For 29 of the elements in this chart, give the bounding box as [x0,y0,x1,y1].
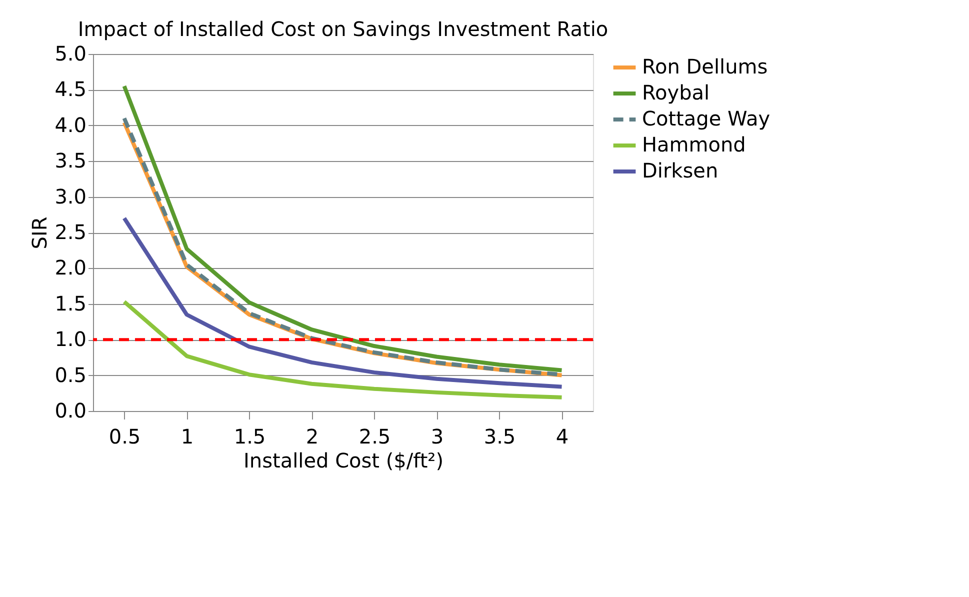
legend-label: Hammond [642,132,746,156]
x-tick-label: 1.5 [234,424,266,448]
x-tick-label: 2 [306,424,319,448]
y-tick-label: 2.0 [54,256,86,280]
y-tick-label: 5.0 [54,42,86,66]
y-tick-label: 4.5 [54,77,86,102]
y-tick-label: 0.0 [54,398,86,422]
y-tick-label: 1.5 [54,291,86,316]
y-tick-label: 3.5 [54,148,86,173]
chart-title: Impact of Installed Cost on Savings Investment Ratio [78,17,608,41]
legend-label: Cottage Way [642,106,770,130]
x-axis-title: Installed Cost ($/ft²) [244,448,444,472]
y-tick-label: 3.0 [54,184,86,208]
line-series [122,300,564,400]
y-tick-label: 2.5 [54,220,86,244]
y-tick-label: 4.0 [54,112,86,137]
x-tick-label: 4 [556,424,569,448]
x-tick-label: 3 [430,424,444,448]
legend-label: Ron Dellums [642,54,768,78]
legend-label: Roybal [642,80,710,104]
line-series [122,216,564,389]
y-tick-label: 1.0 [54,327,86,352]
legend-label: Dirksen [642,158,718,182]
x-tick-label: 1 [180,424,194,448]
x-tick-label: 2.5 [358,424,391,448]
x-tick-label: 0.5 [108,424,141,448]
y-axis-title: SIR [28,216,52,250]
y-tick-label: 0.5 [54,362,86,387]
x-tick-label: 3.5 [484,424,516,448]
